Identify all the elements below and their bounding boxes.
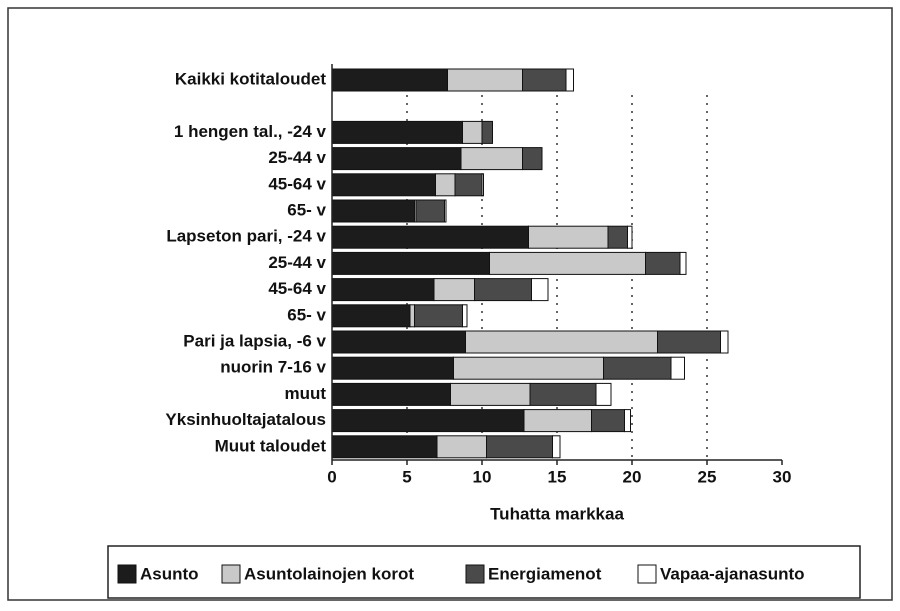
y-tick-label: Kaikki kotitaloudet (175, 69, 326, 88)
bar (552, 435, 561, 459)
x-tick-label: 15 (548, 467, 567, 486)
bar (331, 225, 529, 249)
y-tick-label: 1 hengen tal., -24 v (174, 122, 327, 141)
bar (331, 330, 466, 354)
bar (624, 409, 631, 433)
bar (474, 278, 532, 302)
bar (720, 330, 729, 354)
legend-label: Asunto (140, 564, 199, 583)
y-tick-label: Muut taloudet (215, 436, 327, 455)
bar (603, 356, 672, 380)
y-tick-label: Pari ja lapsia, -6 v (183, 331, 326, 350)
x-tick-label: 30 (773, 467, 792, 486)
bar (481, 173, 484, 197)
bar (679, 251, 687, 275)
bar (436, 435, 487, 459)
x-tick-label: 0 (327, 467, 336, 486)
bar (591, 409, 625, 433)
bar (522, 68, 567, 92)
bar (607, 225, 628, 249)
bar (331, 304, 411, 328)
bar (645, 251, 681, 275)
bar (489, 251, 646, 275)
legend-swatch (221, 564, 241, 584)
bar (331, 120, 463, 144)
bar (331, 251, 490, 275)
bar (331, 147, 462, 171)
bar (657, 330, 721, 354)
y-tick-label: 25-44 v (268, 253, 326, 272)
x-tick-label: 10 (473, 467, 492, 486)
bar (460, 147, 523, 171)
bar (462, 304, 468, 328)
legend-swatch (637, 564, 657, 584)
bar (522, 147, 543, 171)
bar (331, 199, 415, 223)
bar (462, 120, 483, 144)
bar (523, 409, 592, 433)
bar (433, 278, 475, 302)
y-tick-label: 65- v (287, 305, 326, 324)
bar (531, 278, 549, 302)
y-tick-label: Yksinhuoltajatalous (165, 410, 326, 429)
bar (331, 278, 435, 302)
y-tick-label: nuorin 7-16 v (220, 358, 326, 377)
bar (447, 68, 523, 92)
x-tick-label: 5 (402, 467, 411, 486)
bar (435, 173, 456, 197)
legend-frame (107, 545, 861, 599)
bar (331, 356, 454, 380)
bar (627, 225, 633, 249)
legend-label: Asuntolainojen korot (244, 564, 414, 583)
bar (529, 382, 597, 406)
y-tick-label: 25-44 v (268, 148, 326, 167)
legend-swatch (117, 564, 137, 584)
x-tick-label: 20 (623, 467, 642, 486)
bar (331, 409, 525, 433)
bar (481, 120, 493, 144)
bar (486, 435, 553, 459)
bar (409, 304, 415, 328)
bar (444, 199, 447, 223)
chart-frame (7, 7, 893, 601)
bar (331, 382, 451, 406)
y-tick-label: muut (284, 384, 326, 403)
bar (331, 68, 448, 92)
x-tick-label: 25 (698, 467, 717, 486)
bar (465, 330, 658, 354)
bar (414, 304, 463, 328)
y-tick-label: 45-64 v (268, 174, 326, 193)
y-tick-label: Lapseton pari, -24 v (166, 227, 326, 246)
legend-label: Vapaa-ajanasunto (660, 564, 805, 583)
bar (331, 435, 438, 459)
legend-swatch (465, 564, 485, 584)
bar (595, 382, 612, 406)
bar (528, 225, 609, 249)
y-tick-label: 65- v (287, 200, 326, 219)
bar (415, 199, 445, 223)
bar (454, 173, 483, 197)
bar (450, 382, 531, 406)
bar (331, 173, 436, 197)
legend-label: Energiamenot (488, 564, 602, 583)
bar (670, 356, 685, 380)
bar (565, 68, 574, 92)
x-axis-label: Tuhatta markkaa (490, 504, 624, 523)
bar (453, 356, 604, 380)
y-tick-label: 45-64 v (268, 279, 326, 298)
